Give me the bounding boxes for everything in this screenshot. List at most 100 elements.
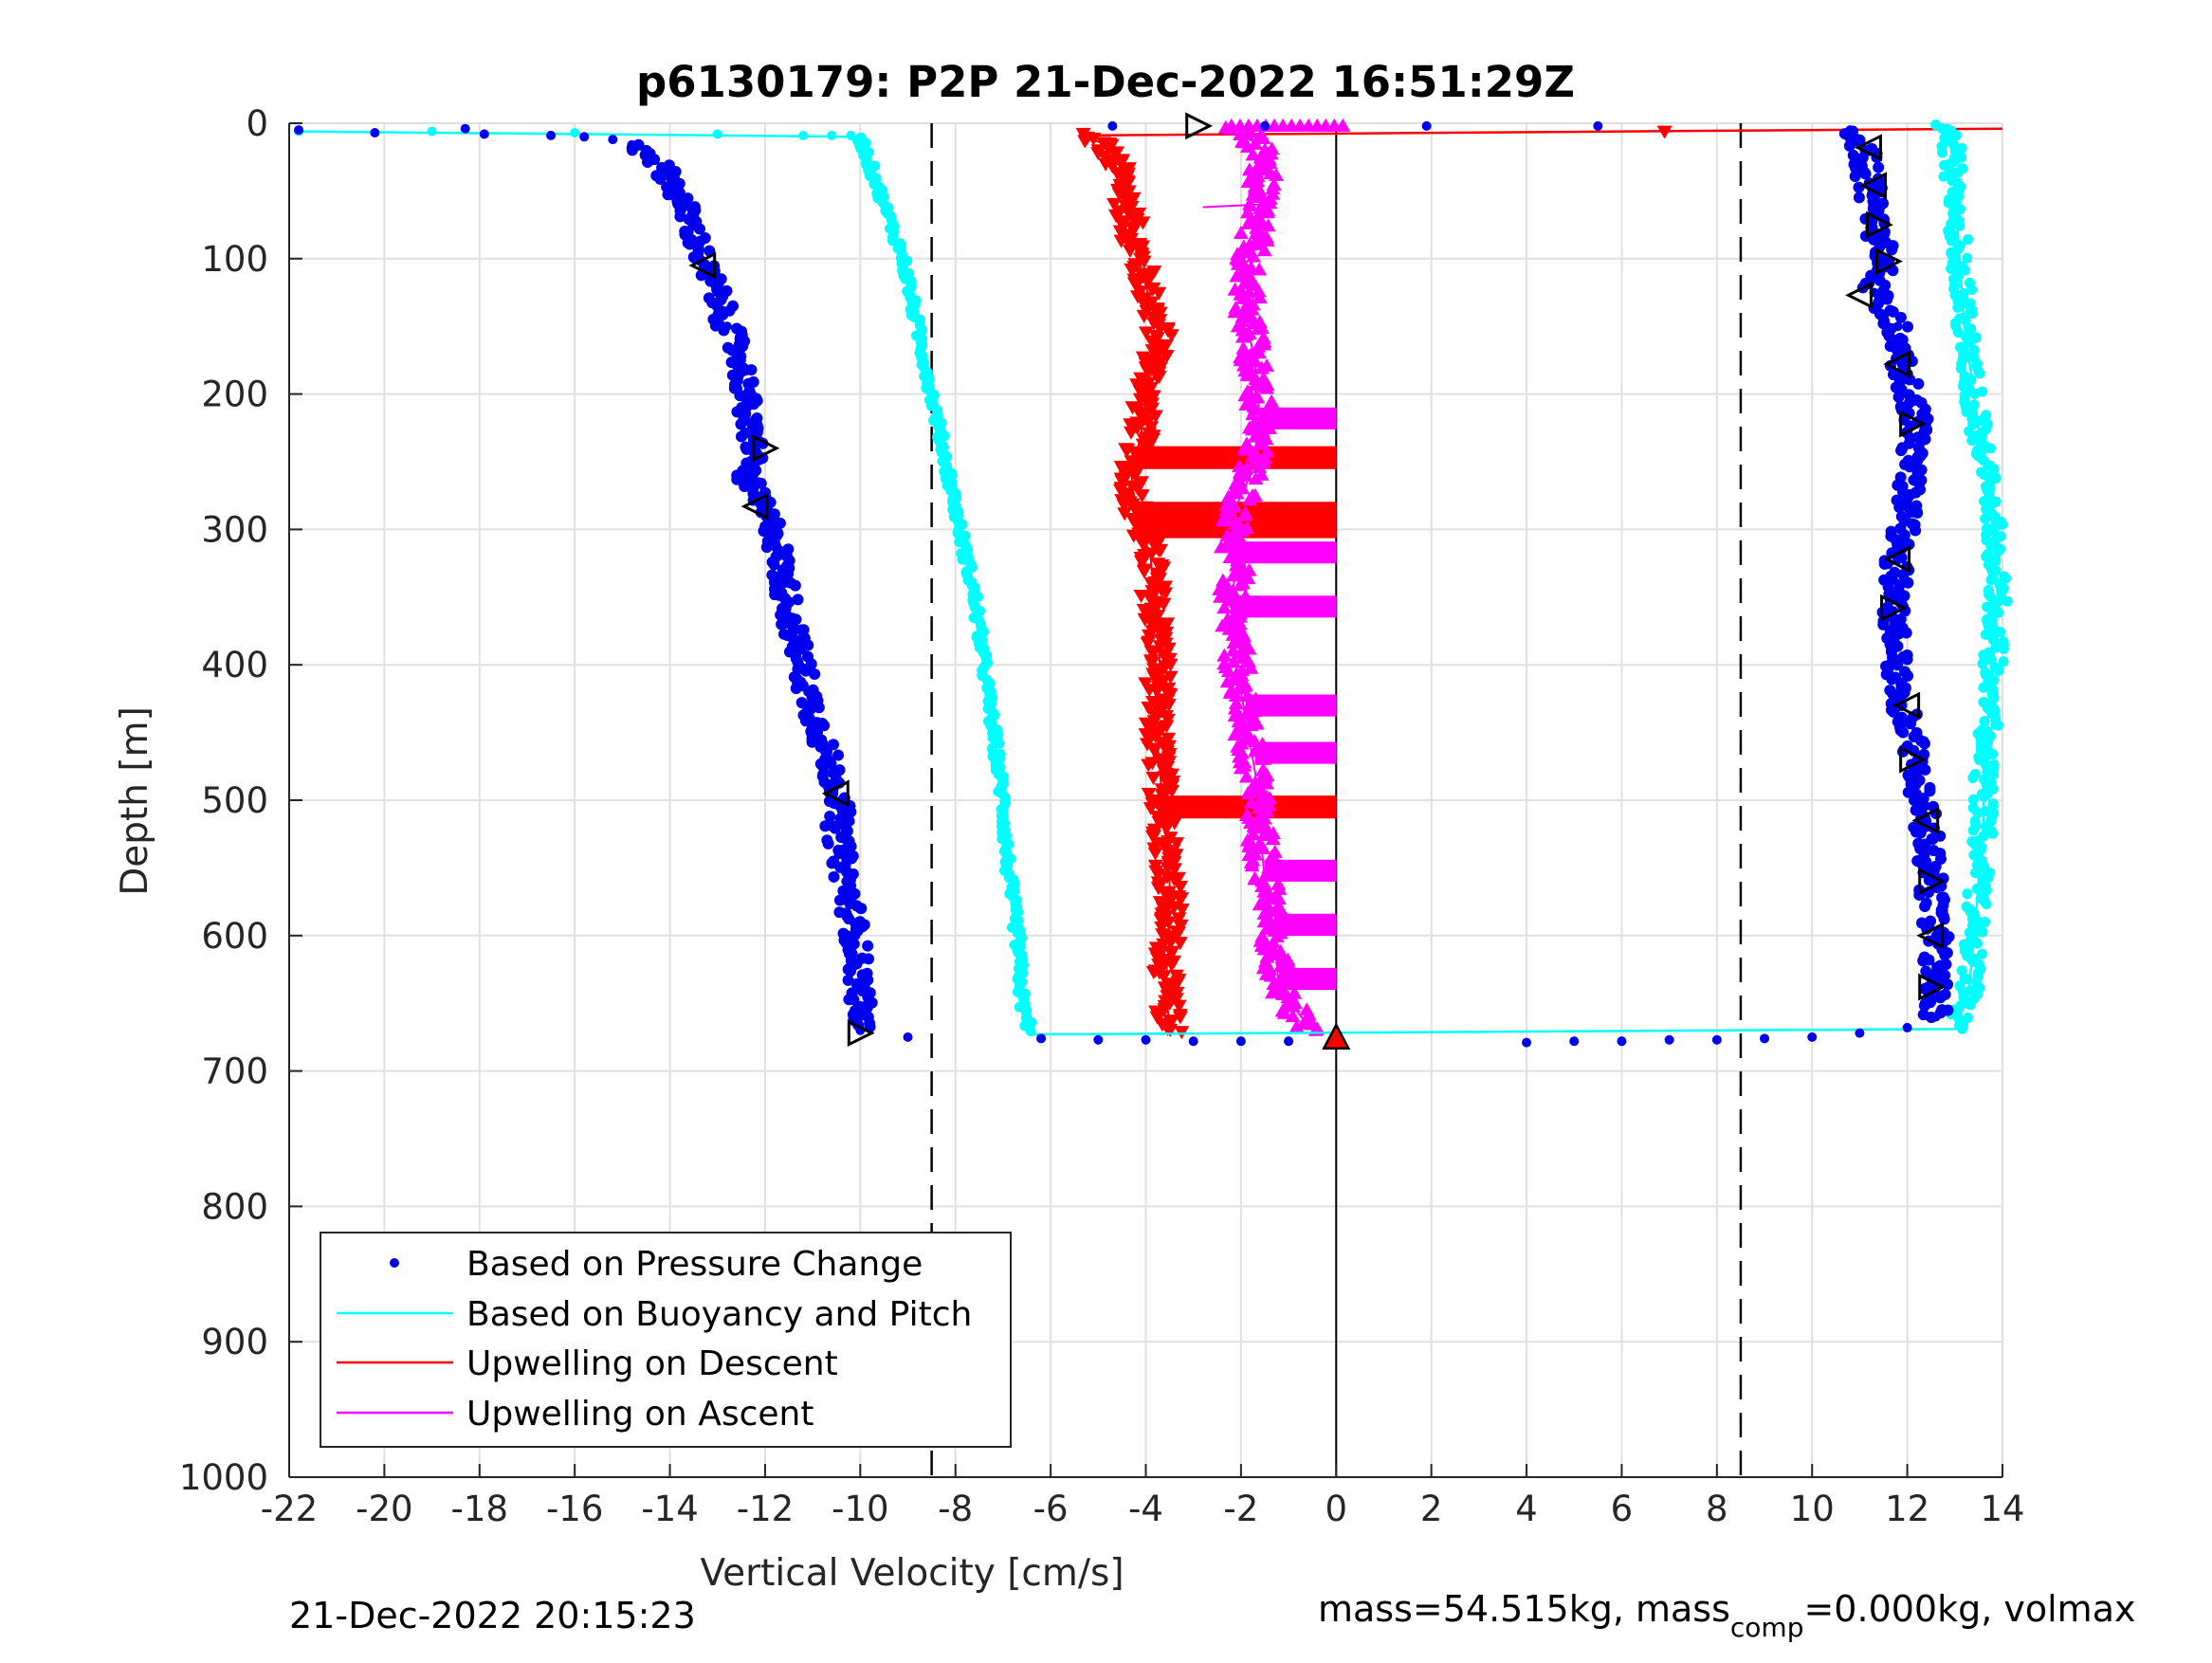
ascent-upwelling-marker	[1228, 515, 1244, 529]
ascent-upwelling-marker	[1260, 913, 1276, 927]
buoyancy-point	[1956, 965, 1967, 977]
buoyancy-point	[1979, 716, 1990, 727]
pressure-point	[903, 1032, 913, 1042]
open-triangle-marker	[1880, 594, 1908, 622]
pressure-point	[1920, 965, 1932, 978]
ascent-upwelling-marker	[1258, 229, 1274, 244]
pressure-point	[817, 734, 828, 744]
buoyancy-point	[1967, 794, 1979, 805]
open-triangle-marker	[1845, 281, 1873, 309]
descent-upwelling-marker	[1077, 135, 1093, 149]
ascent-upwelling-marker	[1228, 696, 1244, 710]
buoyancy-point	[827, 130, 837, 140]
pressure-point	[828, 870, 840, 883]
pressure-point	[1912, 837, 1925, 850]
buoyancy-point	[1962, 252, 1973, 264]
pressure-point	[1899, 666, 1911, 678]
footer-mass-subscript: comp	[1730, 1612, 1804, 1643]
x-tick-label: 12	[1885, 1489, 1929, 1529]
open-triangle-marker	[1899, 745, 1927, 774]
ascent-upwelling-marker	[1247, 487, 1263, 502]
ascent-upwelling-marker	[1260, 218, 1276, 232]
pressure-point	[824, 811, 836, 823]
pressure-point	[1853, 181, 1865, 193]
footer-mass-prefix: mass=54.515kg, mass	[1318, 1588, 1730, 1630]
pressure-point	[797, 624, 810, 636]
pressure-point	[826, 857, 838, 869]
ascent-upwelling-marker	[1264, 141, 1280, 155]
x-tick-label: -8	[938, 1489, 973, 1529]
descent-upwelling-marker	[1124, 263, 1140, 277]
pressure-point	[1890, 671, 1902, 684]
descent-upwelling-marker	[1163, 329, 1179, 343]
buoyancy-point	[1995, 531, 2006, 542]
descent-upwelling-marker	[1117, 507, 1133, 521]
buoyancy-point	[1980, 629, 1991, 640]
buoyancy-point	[1983, 548, 1994, 559]
ascent-upwelling-marker	[1215, 618, 1231, 632]
legend-box	[320, 1232, 1012, 1448]
descent-upwelling-marker	[1147, 847, 1163, 861]
ascent-upwelling-marker	[1227, 282, 1243, 296]
ascent-upwelling-marker	[1247, 136, 1263, 150]
pressure-point	[1930, 930, 1941, 941]
ascent-upwelling-marker	[1266, 176, 1282, 191]
pressure-point	[1924, 781, 1936, 794]
pressure-point	[1928, 844, 1940, 856]
descent-upwelling-marker	[1136, 539, 1152, 553]
buoyancy-point	[1988, 759, 2000, 771]
pressure-point	[1910, 500, 1923, 512]
buoyancy-point	[1965, 298, 1976, 309]
pressure-point	[1036, 1033, 1047, 1044]
open-triangle-marker	[688, 251, 717, 280]
buoyancy-point	[1978, 697, 1989, 708]
pressure-point	[627, 139, 637, 150]
buoyancy-point	[1962, 1013, 1973, 1024]
pressure-point	[819, 820, 832, 832]
pressure-point	[1901, 320, 1913, 333]
y-axis-label: Depth [m]	[114, 706, 156, 896]
pressure-point	[641, 156, 653, 169]
pressure-point	[832, 749, 845, 761]
buoyancy-point	[1998, 636, 2009, 648]
descent-upwelling-marker	[1163, 946, 1179, 960]
descent-upwelling-marker	[1158, 587, 1174, 601]
descent-upwelling-marker	[1162, 670, 1179, 685]
pressure-point	[1887, 369, 1899, 381]
open-triangle-marker	[1918, 973, 1947, 1001]
pressure-point	[1939, 988, 1951, 1000]
pressure-point	[722, 321, 732, 332]
pressure-point	[827, 768, 837, 778]
ascent-upwelling-marker	[1299, 1002, 1315, 1016]
pressure-point	[760, 541, 773, 554]
pressure-point	[790, 683, 802, 695]
pressure-point	[479, 129, 489, 139]
buoyancy-point	[1999, 571, 2010, 582]
pressure-point	[750, 443, 760, 453]
buoyancy-point	[1965, 985, 1976, 996]
descent-upwelling-marker	[1145, 965, 1161, 979]
ascent-upwelling-marker	[1239, 384, 1255, 398]
pressure-point	[731, 473, 743, 485]
descent-upwelling-marker	[1123, 426, 1139, 440]
descent-upwelling-marker	[1147, 410, 1163, 424]
pressure-point	[460, 123, 470, 134]
x-tick-label: -2	[1223, 1489, 1258, 1529]
descent-upwelling-marker	[1139, 738, 1155, 752]
pressure-point	[1926, 876, 1936, 886]
descent-upwelling-marker	[1152, 306, 1168, 320]
pressure-point	[803, 686, 814, 697]
pressure-point	[758, 525, 770, 538]
descent-upwelling-marker	[1141, 702, 1157, 716]
pressure-point	[1918, 951, 1930, 963]
legend: Based on Pressure Change Based on Buoyan…	[320, 1232, 1012, 1448]
ascent-upwelling-marker	[1252, 809, 1268, 823]
descent-upwelling-marker	[1161, 916, 1177, 930]
buoyancy-point	[1964, 277, 1975, 288]
ascent-upwelling-marker	[1251, 209, 1267, 223]
descent-upwelling-marker	[1166, 816, 1182, 831]
buoyancy-point	[1976, 724, 1987, 736]
pressure-point	[769, 524, 779, 535]
pressure-point	[1873, 161, 1885, 174]
descent-upwelling-marker	[1172, 937, 1188, 951]
